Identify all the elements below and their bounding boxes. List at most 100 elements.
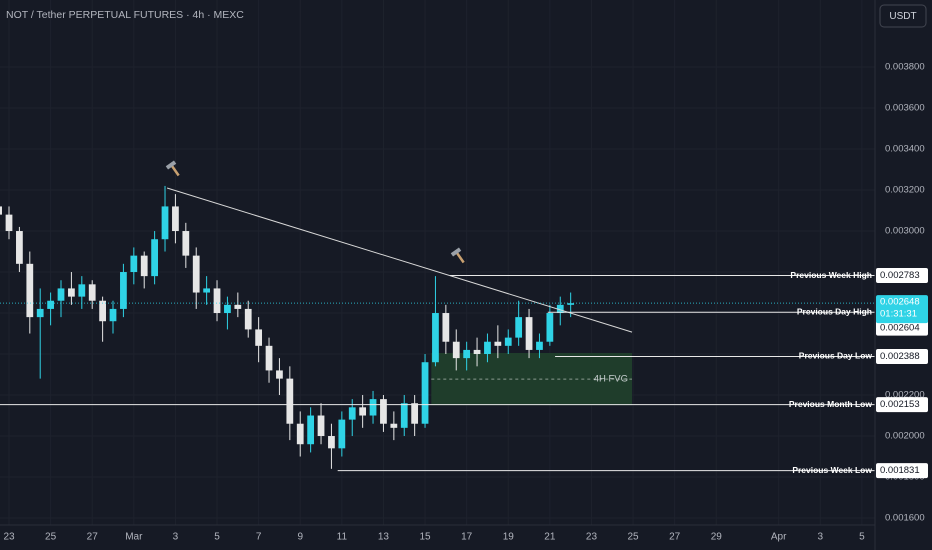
candle-body — [452, 341, 460, 359]
trendline — [166, 187, 633, 333]
plot-area: 4H FVG Previous Week High Previous Day Hig… — [0, 185, 875, 475]
candle-body — [172, 206, 179, 232]
level-name: Previous Week Low — [792, 465, 872, 475]
last-price-box — [876, 295, 928, 324]
candle-body — [244, 308, 252, 330]
level-price-box — [876, 268, 928, 284]
candle-body — [484, 341, 491, 355]
last-price: 0.002648 — [880, 297, 920, 308]
x-tick-label: 19 — [503, 532, 515, 543]
level-price: 0.002388 — [880, 351, 920, 362]
candle-body — [348, 407, 356, 420]
x-tick-label: 27 — [669, 532, 681, 543]
x-tick-label: 15 — [419, 532, 431, 543]
candle-body — [317, 415, 325, 437]
candle-body — [99, 300, 106, 322]
level-price-box — [876, 348, 928, 364]
candle-body — [182, 231, 190, 256]
x-tick-label: 23 — [586, 532, 598, 543]
candle-body — [5, 214, 13, 232]
x-tick-label: 25 — [628, 532, 640, 543]
candle-body — [556, 304, 564, 314]
candle-body — [0, 206, 2, 215]
candle-body — [390, 423, 398, 428]
candle-body — [328, 436, 335, 449]
candle-body — [109, 308, 117, 322]
candle-body — [276, 370, 283, 379]
x-tick-label: 11 — [337, 532, 348, 543]
y-tick-label: 0.002200 — [885, 390, 925, 401]
candle-body — [432, 313, 439, 363]
y-tick-label: 0.002000 — [885, 431, 925, 442]
candle-body — [68, 288, 75, 297]
x-tick-label: 7 — [256, 532, 262, 543]
candle-body — [151, 239, 158, 277]
candle-body — [473, 349, 481, 355]
candle-body — [421, 362, 429, 424]
chart-title: NOT / Tether PERPETUAL FUTURES · 4h · ME… — [6, 9, 244, 21]
x-tick-label: 29 — [711, 532, 723, 543]
axes: 0.0016000.0018000.0020000.0022000.002400… — [3, 62, 928, 543]
x-tick-label: 17 — [461, 532, 473, 543]
candle-body — [57, 288, 65, 301]
level-name: Previous Day Low — [799, 351, 873, 361]
level-price: 0.002153 — [880, 399, 920, 410]
level-price: 0.002783 — [880, 270, 920, 281]
candle-body — [359, 407, 367, 416]
currency-label[interactable]: USDT — [889, 11, 916, 22]
candle-body — [161, 206, 169, 240]
candle-body — [192, 255, 200, 293]
candle-body — [130, 255, 138, 273]
candle-body — [296, 423, 304, 445]
hammer-icon — [450, 247, 465, 264]
candle-body — [47, 300, 54, 309]
candle-body — [525, 317, 533, 350]
candle-body — [536, 341, 543, 350]
x-tick-label: Apr — [771, 532, 787, 543]
candle-body — [213, 288, 221, 314]
x-tick-label: 13 — [378, 532, 390, 543]
candle-body — [411, 403, 419, 424]
candle-body — [16, 231, 23, 264]
hammer-icon — [165, 160, 180, 177]
y-tick-label: 0.003400 — [885, 144, 925, 155]
candle-body — [504, 337, 512, 346]
candle-body — [463, 349, 471, 359]
candle-body — [546, 313, 554, 342]
fvg-label: 4H FVG — [594, 374, 628, 385]
currency-button[interactable] — [879, 4, 927, 28]
candle-body — [494, 341, 502, 346]
x-tick-label: 9 — [297, 532, 303, 543]
y-tick-label: 0.003000 — [885, 226, 925, 237]
x-tick-label: 23 — [3, 532, 15, 543]
candle-body — [203, 288, 211, 293]
candle-body — [88, 284, 96, 301]
candle-body — [26, 263, 34, 318]
x-tick-label: 3 — [173, 532, 179, 543]
candle-body — [265, 345, 273, 371]
x-tick-label: Mar — [125, 532, 143, 543]
x-tick-label: 21 — [544, 532, 556, 543]
candle-body — [338, 419, 346, 449]
candle-body — [78, 284, 86, 297]
candle-body — [255, 329, 263, 346]
candle-body — [369, 399, 377, 416]
level-name: Previous Day High — [797, 306, 872, 316]
candle-body — [400, 403, 408, 428]
level-price: 0.002604 — [880, 323, 920, 334]
level-price-box — [876, 320, 928, 336]
candle-body — [515, 317, 523, 338]
candle-body — [140, 255, 148, 277]
candle-body — [224, 304, 231, 314]
candle-body — [120, 272, 127, 309]
y-tick-label: 0.003800 — [885, 62, 925, 73]
candle-body — [380, 399, 387, 424]
y-tick-label: 0.003200 — [885, 185, 925, 196]
x-tick-label: 3 — [818, 532, 824, 543]
x-tick-label: 5 — [859, 532, 865, 543]
x-tick-label: 27 — [87, 532, 99, 543]
x-tick-label: 25 — [45, 532, 57, 543]
level-price: 0.001831 — [880, 465, 920, 476]
y-tick-label: 0.003600 — [885, 103, 925, 114]
